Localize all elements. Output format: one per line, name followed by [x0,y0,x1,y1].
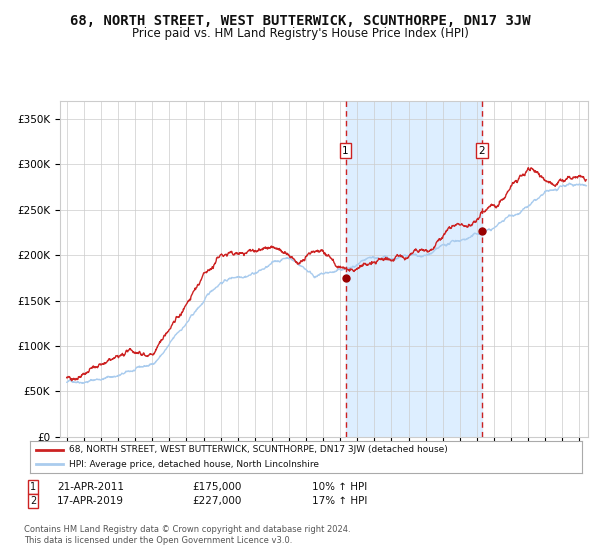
Text: 68, NORTH STREET, WEST BUTTERWICK, SCUNTHORPE, DN17 3JW (detached house): 68, NORTH STREET, WEST BUTTERWICK, SCUNT… [68,445,448,454]
Text: This data is licensed under the Open Government Licence v3.0.: This data is licensed under the Open Gov… [24,536,292,545]
Text: 21-APR-2011: 21-APR-2011 [57,482,124,492]
Text: £175,000: £175,000 [192,482,241,492]
Text: 68, NORTH STREET, WEST BUTTERWICK, SCUNTHORPE, DN17 3JW: 68, NORTH STREET, WEST BUTTERWICK, SCUNT… [70,14,530,28]
Text: 2: 2 [30,496,36,506]
Text: Contains HM Land Registry data © Crown copyright and database right 2024.: Contains HM Land Registry data © Crown c… [24,525,350,534]
Text: 1: 1 [30,482,36,492]
Text: Price paid vs. HM Land Registry's House Price Index (HPI): Price paid vs. HM Land Registry's House … [131,27,469,40]
Text: £227,000: £227,000 [192,496,241,506]
Text: 2: 2 [479,146,485,156]
Text: 1: 1 [342,146,349,156]
Text: 10% ↑ HPI: 10% ↑ HPI [312,482,367,492]
Text: HPI: Average price, detached house, North Lincolnshire: HPI: Average price, detached house, Nort… [68,460,319,469]
Bar [346,101,482,437]
Text: 17% ↑ HPI: 17% ↑ HPI [312,496,367,506]
Text: 17-APR-2019: 17-APR-2019 [57,496,124,506]
